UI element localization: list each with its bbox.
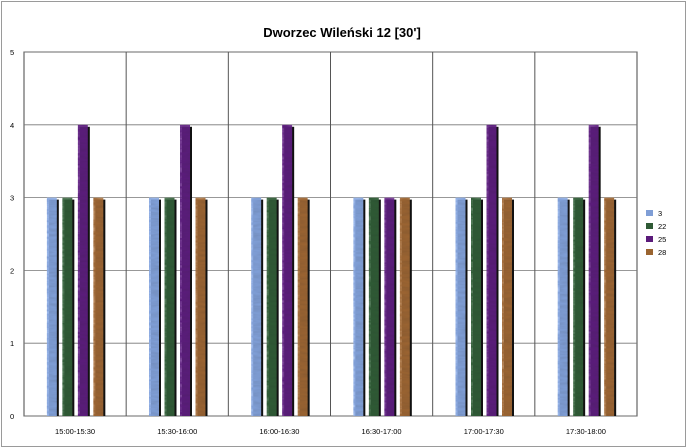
bar-25-17:00-17:30 [486, 124, 497, 417]
x-tick-label: 16:00-16:30 [259, 427, 299, 436]
bar-22-16:00-16:30 [266, 197, 277, 416]
legend-swatch [646, 236, 653, 242]
bar-22-17:30-18:00 [573, 197, 584, 416]
legend-label: 22 [658, 222, 666, 231]
bar-25-15:00-15:30 [77, 124, 88, 417]
legend-label: 25 [658, 235, 666, 244]
bar-3-17:30-18:00 [557, 197, 568, 416]
bar-3-16:30-17:00 [353, 197, 364, 416]
y-tick-label: 0 [10, 412, 14, 421]
bar-22-16:30-17:00 [368, 197, 379, 416]
chart-title: Dworzec Wileński 12 [30'] [263, 25, 421, 40]
bar-22-17:00-17:30 [471, 197, 481, 416]
x-tick-label: 17:00-17:30 [464, 427, 504, 436]
y-tick-label: 2 [10, 266, 14, 275]
y-tick-label: 4 [10, 121, 14, 130]
bar-25-16:30-17:00 [384, 197, 395, 416]
bar-22-15:00-15:30 [62, 197, 73, 416]
y-tick-label: 1 [10, 339, 14, 348]
bar-28-16:30-17:00 [399, 197, 410, 416]
x-tick-label: 15:00-15:30 [55, 427, 95, 436]
legend-label: 28 [658, 248, 666, 257]
bar-28-17:00-17:30 [502, 197, 512, 416]
bar-3-17:00-17:30 [455, 197, 466, 416]
x-tick-label: 16:30-17:00 [362, 427, 402, 436]
bar-3-16:00-16:30 [251, 197, 262, 416]
legend-swatch [646, 223, 653, 229]
bar-25-17:30-18:00 [588, 124, 599, 417]
legend-swatch [646, 249, 653, 255]
y-tick-label: 3 [10, 194, 14, 203]
bar-3-15:00-15:30 [46, 197, 57, 416]
bar-25-16:00-16:30 [282, 124, 293, 417]
bar-28-15:00-15:30 [93, 197, 104, 416]
legend-swatch [646, 210, 653, 216]
bar-22-15:30-16:00 [164, 197, 175, 416]
bar-3-15:30-16:00 [149, 197, 159, 416]
x-tick-label: 15:30-16:00 [157, 427, 197, 436]
bar-28-15:30-16:00 [195, 197, 206, 416]
y-tick-label: 5 [10, 48, 14, 57]
bar-25-15:30-16:00 [180, 124, 190, 417]
x-tick-label: 17:30-18:00 [566, 427, 606, 436]
bar-28-16:00-16:30 [297, 197, 308, 416]
bar-28-17:30-18:00 [604, 197, 615, 416]
legend-label: 3 [658, 209, 662, 218]
